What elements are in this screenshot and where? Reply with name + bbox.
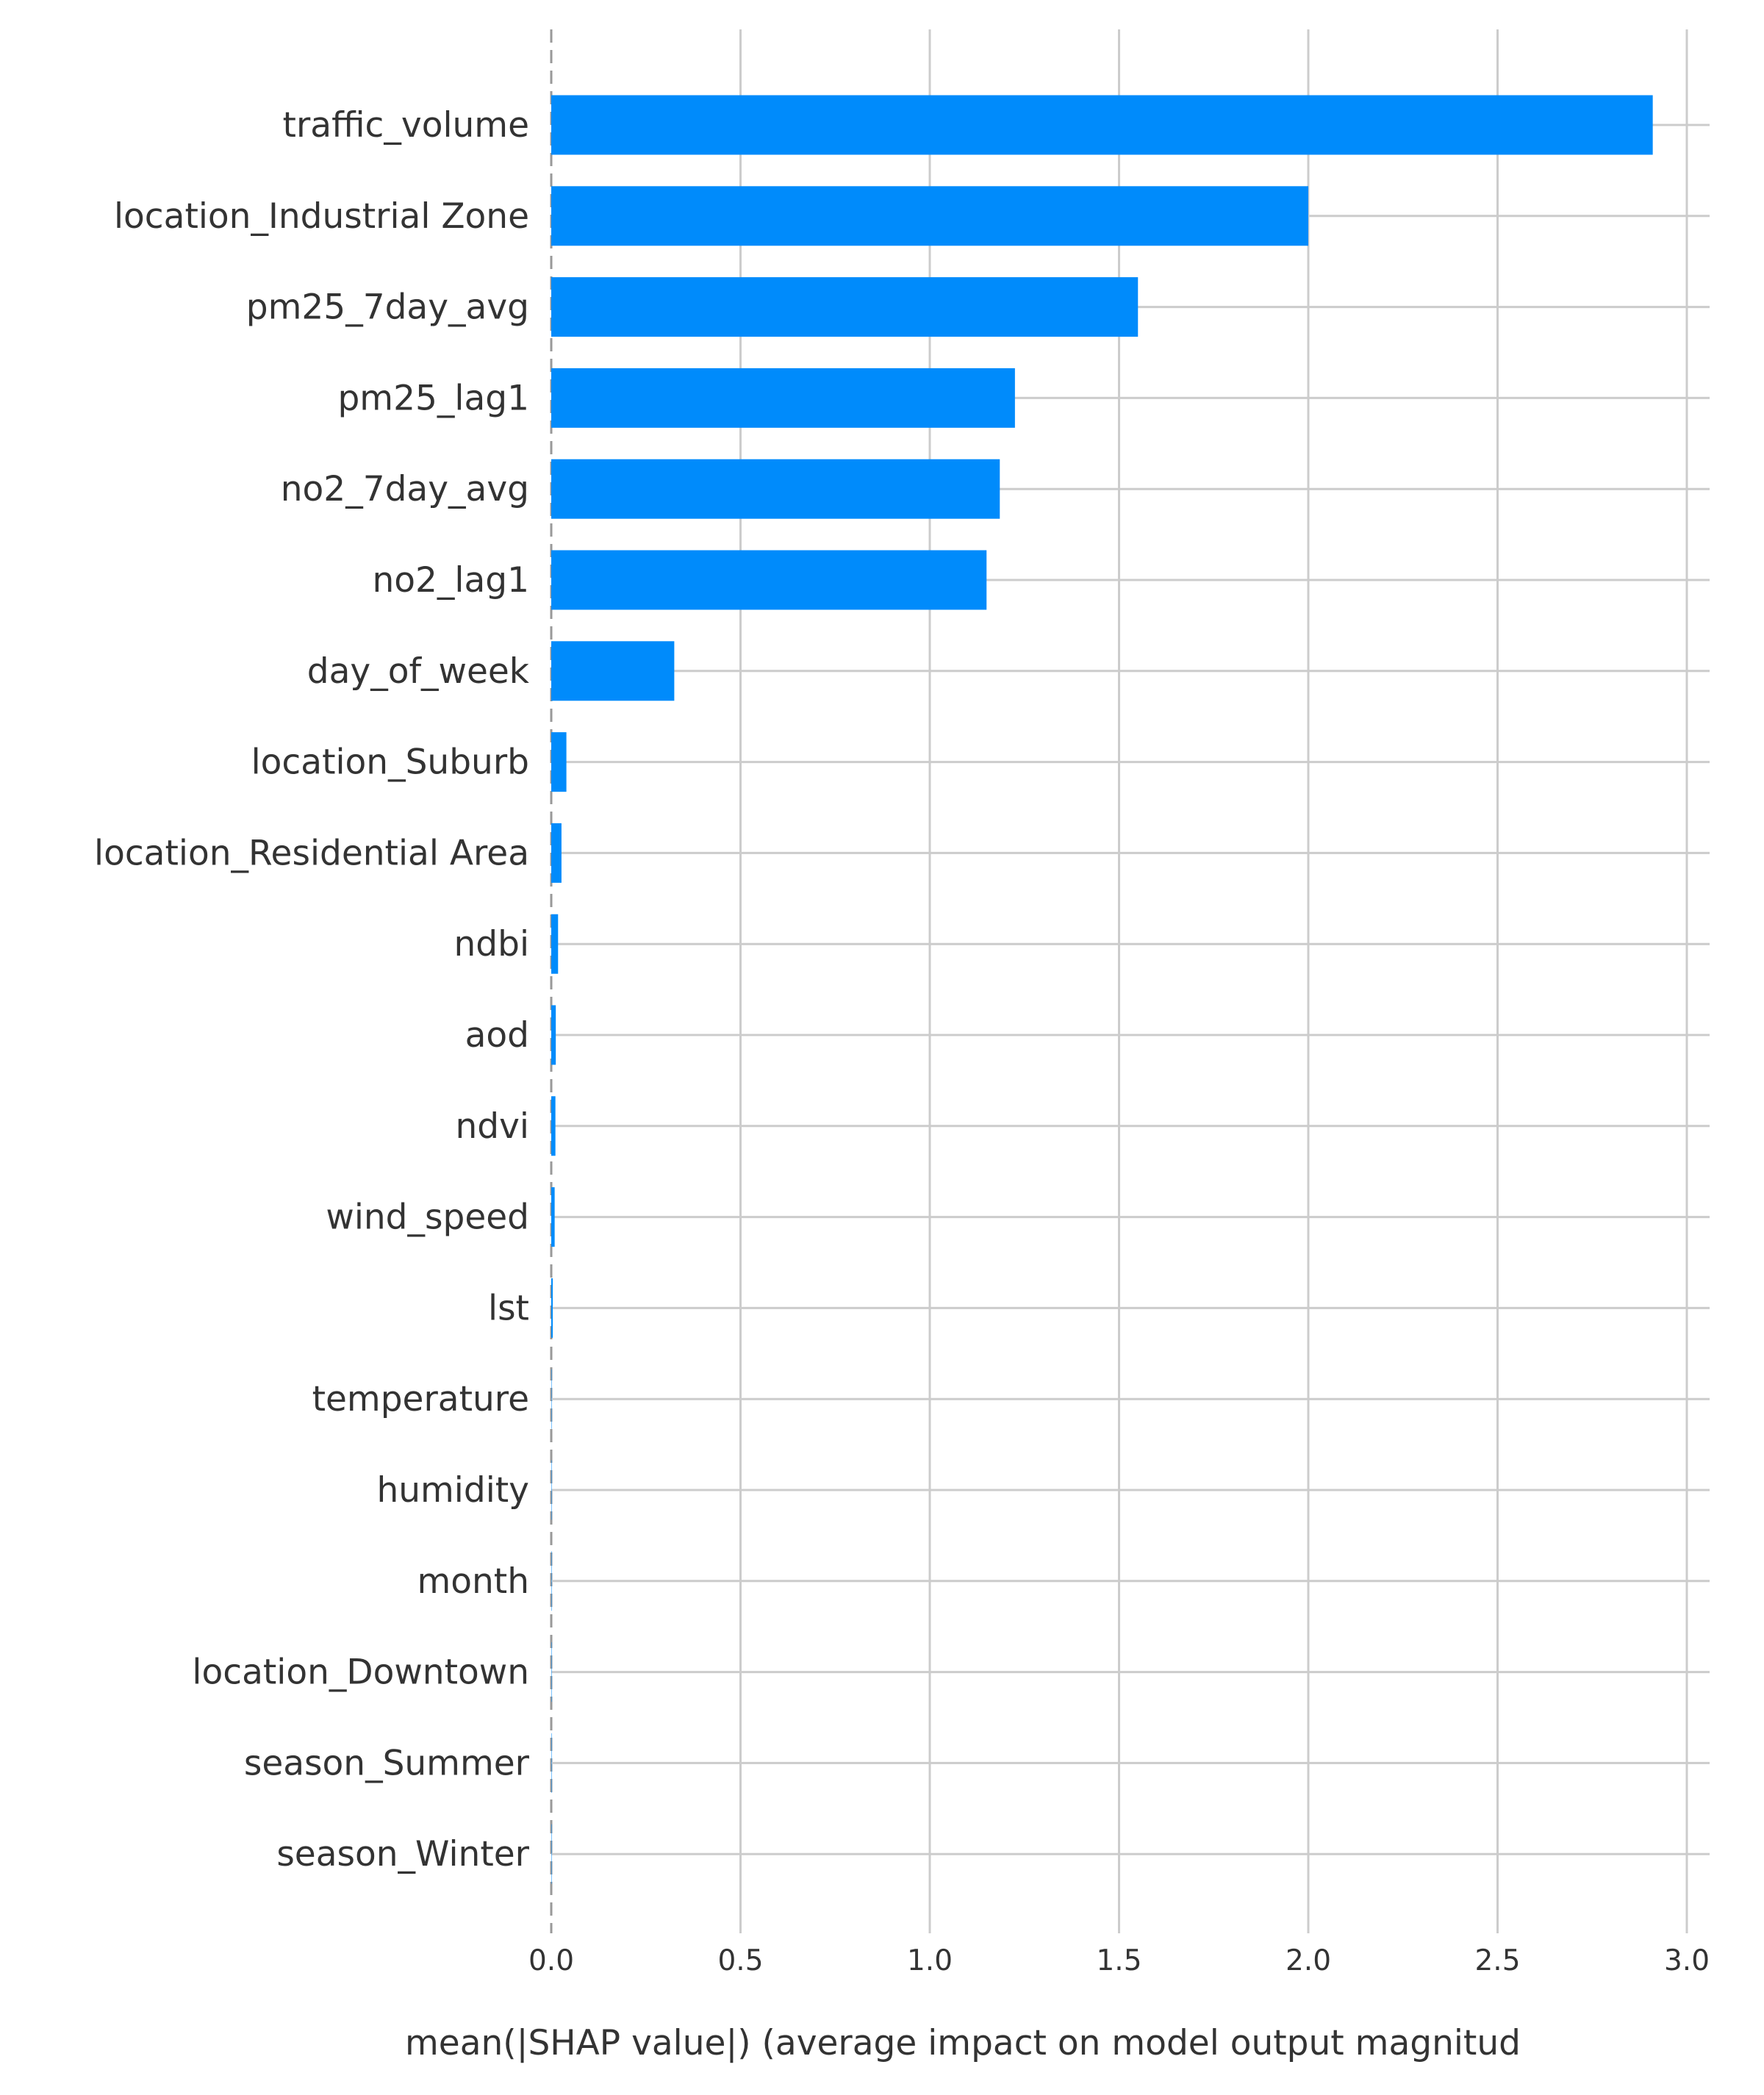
feature-label-layer: traffic_volume location_Industrial Zone pm… xyxy=(94,105,530,1874)
feature-label: month xyxy=(417,1561,529,1602)
feature-label: pm25_lag1 xyxy=(337,378,529,418)
bar-season-summer xyxy=(551,1733,552,1793)
bar-pm25-lag1 xyxy=(551,368,1015,428)
feature-label: lst xyxy=(488,1288,529,1328)
bar-location-residential-area xyxy=(551,823,562,883)
feature-label: humidity xyxy=(376,1470,529,1511)
bar-location-industrial-zone xyxy=(551,186,1308,246)
bar-location-downtown xyxy=(551,1642,552,1702)
bar-humidity xyxy=(551,1460,552,1520)
bar-ndbi xyxy=(551,914,559,974)
feature-label: temperature xyxy=(312,1379,529,1419)
feature-label: location_Residential Area xyxy=(94,833,529,873)
x-tick-layer: 0.0 0.5 1.0 1.5 2.0 2.5 3.0 xyxy=(528,1944,1710,1977)
feature-label: location_Industrial Zone xyxy=(114,196,529,237)
feature-label: season_Summer xyxy=(244,1743,530,1783)
x-tick-label: 2.0 xyxy=(1286,1944,1331,1977)
bar-layer xyxy=(551,95,1653,1884)
feature-label: aod xyxy=(465,1015,529,1056)
bar-aod xyxy=(551,1005,556,1065)
x-tick-label: 0.0 xyxy=(528,1944,574,1977)
feature-label: no2_lag1 xyxy=(372,560,529,601)
x-tick-label: 0.5 xyxy=(717,1944,763,1977)
bar-season-winter xyxy=(551,1824,552,1884)
bar-no2-lag1 xyxy=(551,550,987,610)
x-axis-label: mean(|SHAP value|) (average impact on mo… xyxy=(405,2023,1521,2063)
feature-label: ndbi xyxy=(453,924,529,964)
bar-pm25-7day-avg xyxy=(551,277,1139,337)
bar-wind-speed xyxy=(551,1187,555,1247)
x-tick-label: 1.0 xyxy=(907,1944,953,1977)
x-tick-label: 3.0 xyxy=(1664,1944,1710,1977)
feature-label: location_Downtown xyxy=(192,1652,529,1693)
bar-lst xyxy=(551,1278,553,1338)
bar-month xyxy=(551,1551,552,1611)
bar-no2-7day-avg xyxy=(551,459,1000,519)
feature-label: day_of_week xyxy=(307,651,530,692)
x-tick-label: 2.5 xyxy=(1474,1944,1520,1977)
bar-ndvi xyxy=(551,1096,556,1156)
feature-label: location_Suburb xyxy=(251,742,529,783)
feature-label: no2_7day_avg xyxy=(281,469,529,509)
feature-label: season_Winter xyxy=(276,1834,529,1874)
bar-location-suburb xyxy=(551,732,567,792)
bar-temperature xyxy=(551,1369,552,1429)
x-tick-label: 1.5 xyxy=(1096,1944,1141,1977)
feature-label: ndvi xyxy=(456,1106,530,1147)
feature-label: wind_speed xyxy=(326,1197,529,1238)
feature-label: pm25_7day_avg xyxy=(246,287,529,328)
bar-day-of-week xyxy=(551,641,675,701)
bar-traffic-volume xyxy=(551,95,1653,155)
feature-label: traffic_volume xyxy=(283,105,529,146)
